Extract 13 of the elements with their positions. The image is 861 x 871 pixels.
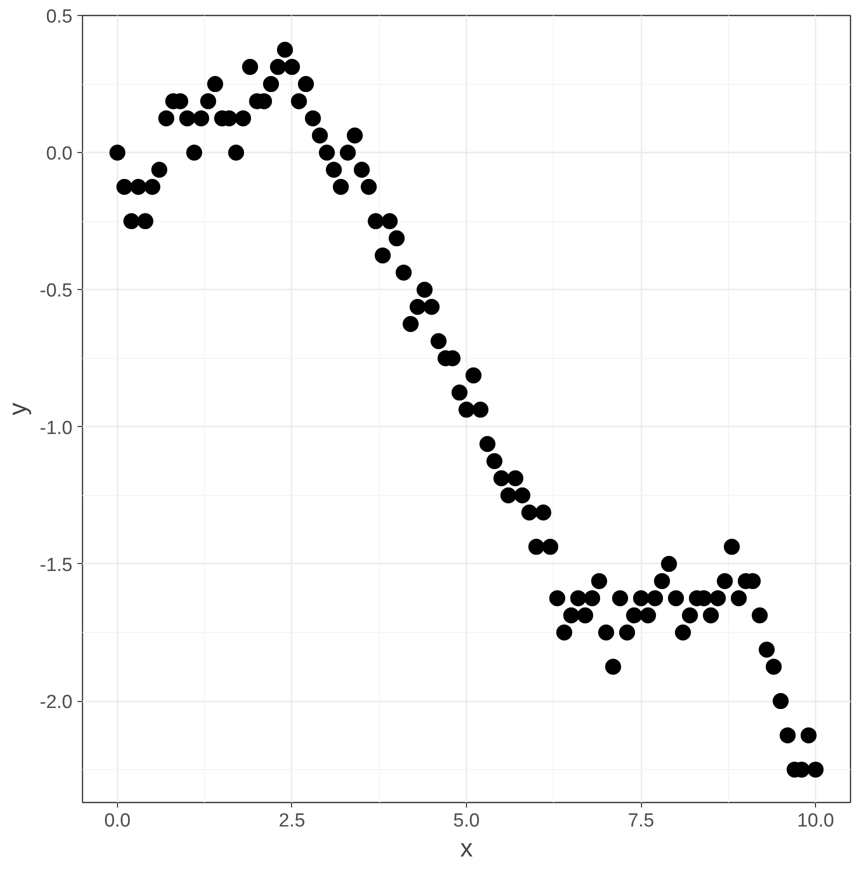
x-tick-label: 7.5 [628, 810, 654, 832]
x-tick-label: 2.5 [278, 810, 306, 832]
x-tick-label: 0.0 [104, 810, 131, 832]
y-tick-label: 0.0 [46, 144, 73, 165]
y-tick-label: 0.5 [46, 6, 73, 28]
y-tick-label: -1.5 [40, 554, 73, 576]
x-tick-label: 5.0 [453, 810, 480, 832]
y-tick-label: -2.0 [40, 692, 73, 714]
y-tick-label: -0.5 [40, 280, 73, 302]
y-axis-title: y [4, 402, 32, 416]
x-axis-title: x [460, 834, 474, 862]
x-tick-label: 10.0 [797, 810, 834, 832]
y-tick-label: -1.0 [40, 418, 73, 439]
